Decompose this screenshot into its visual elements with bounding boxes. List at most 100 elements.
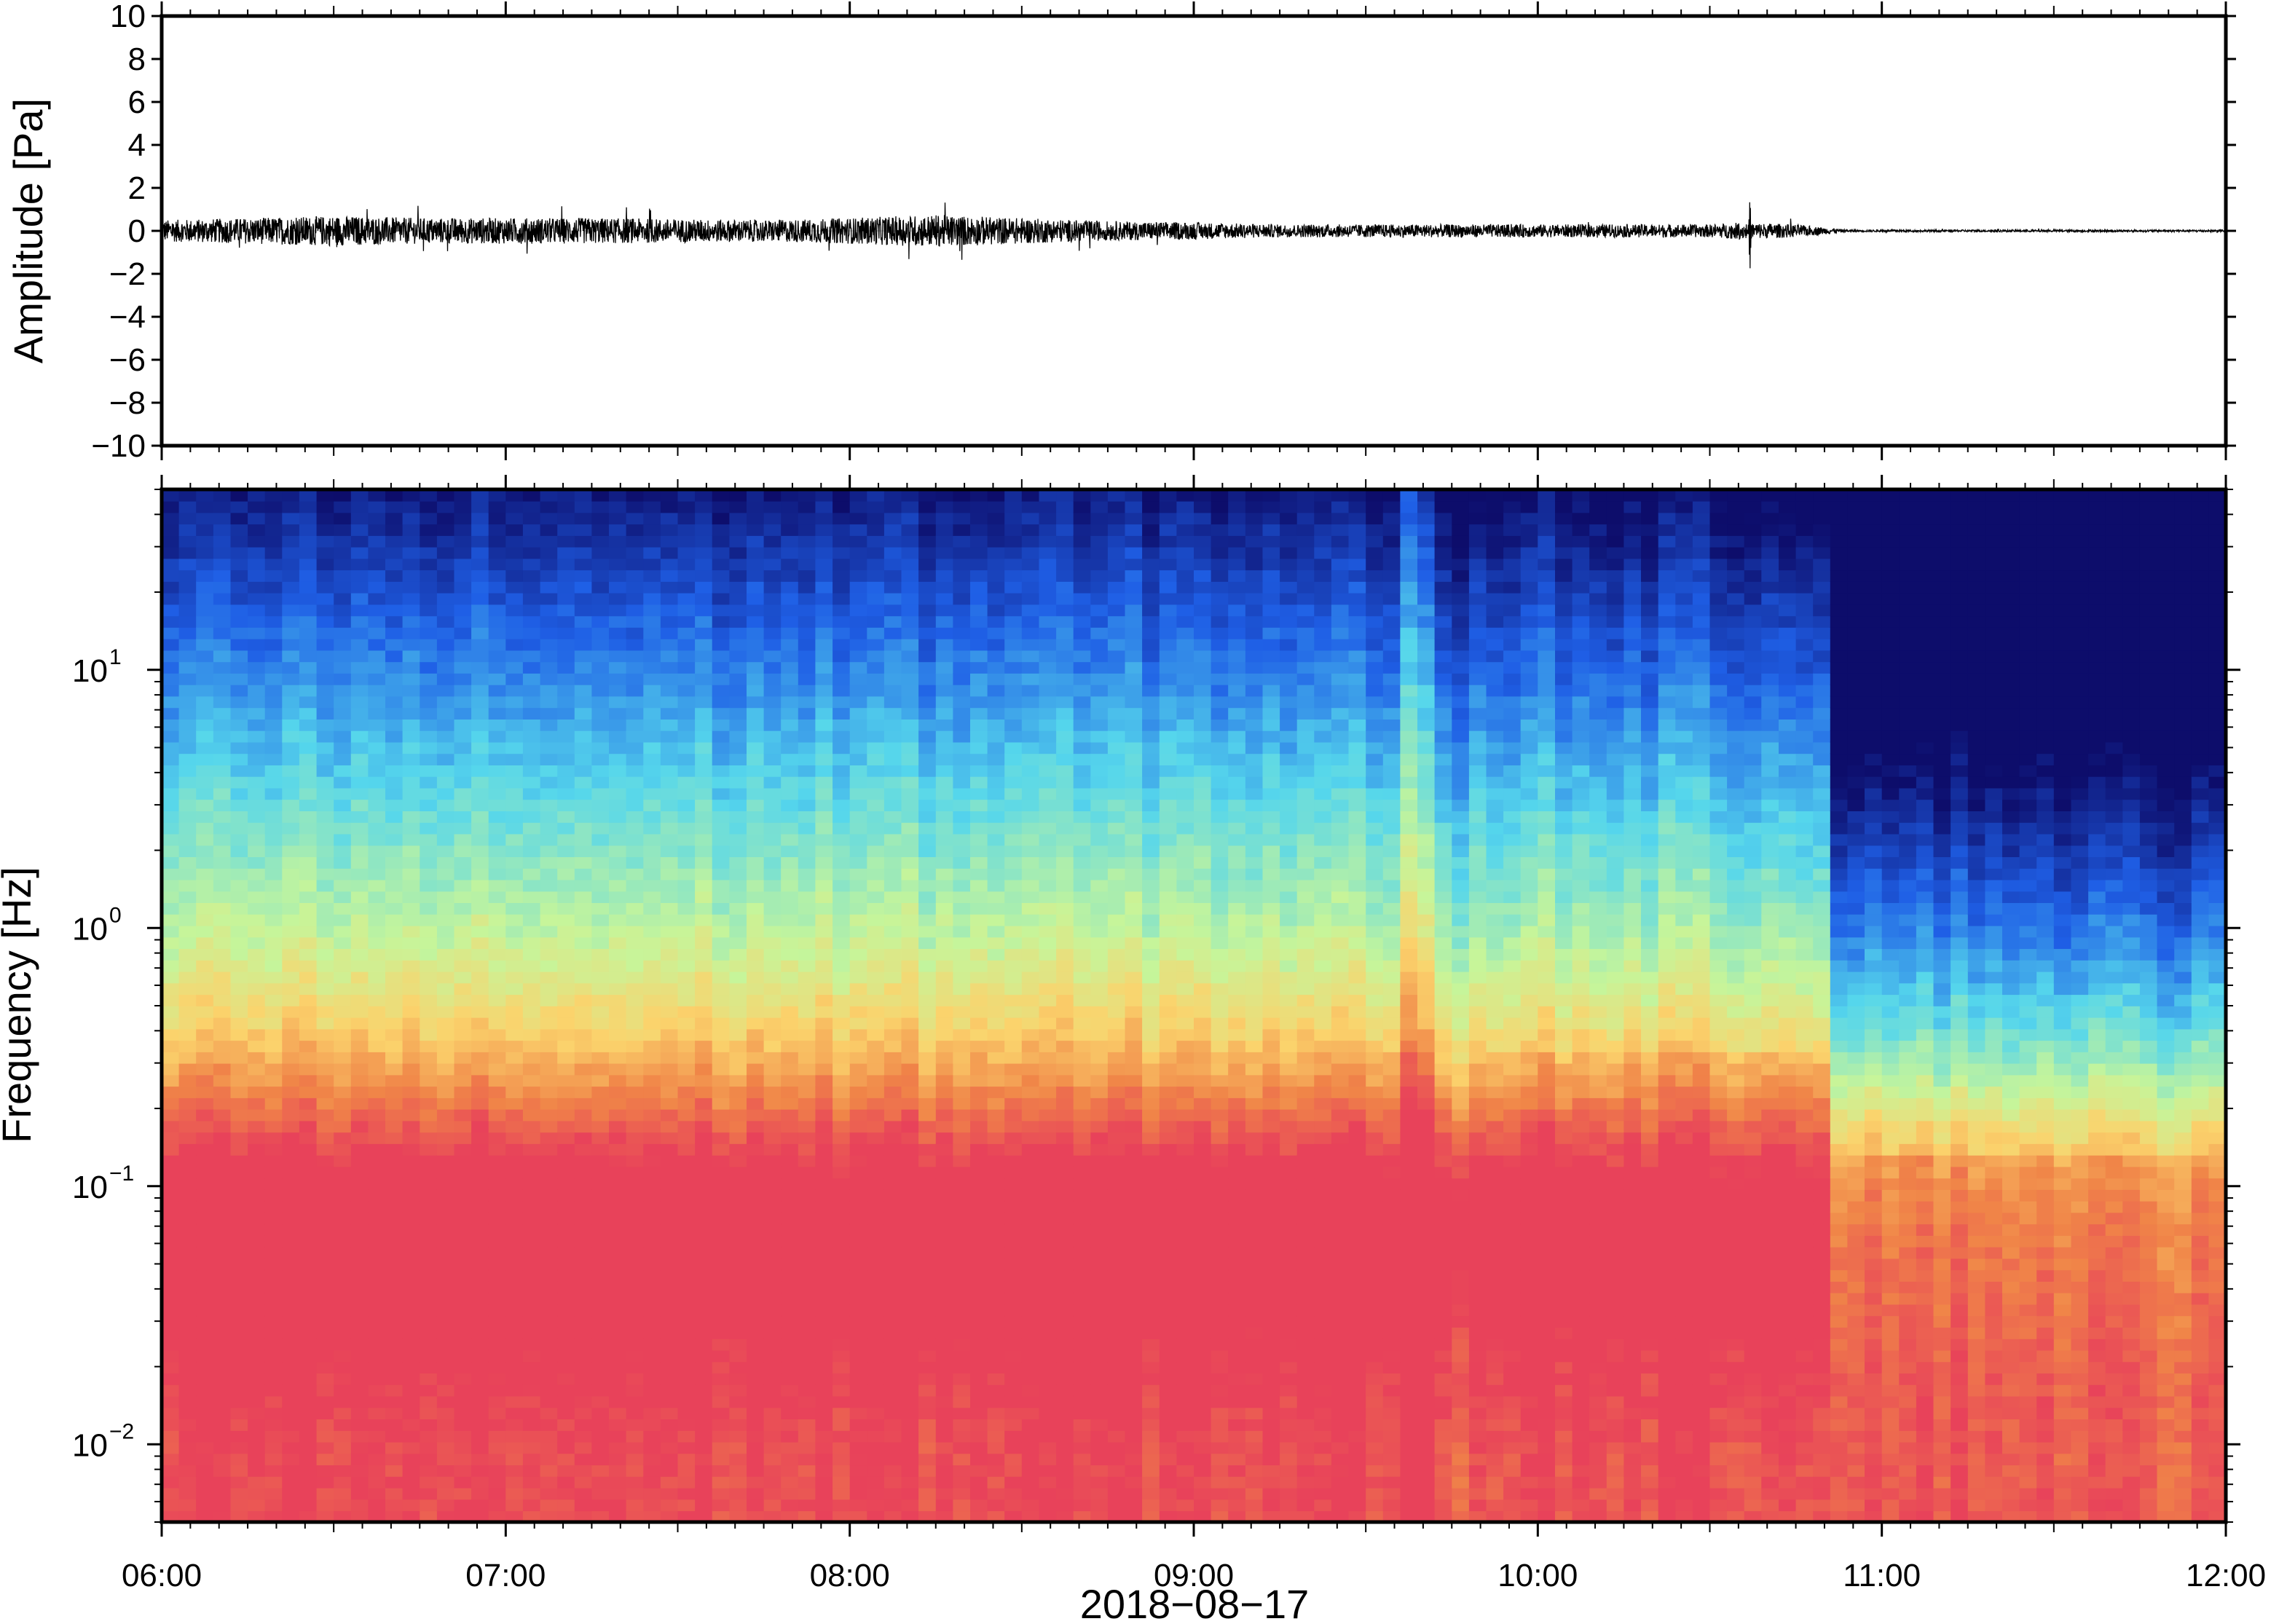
- spectrogram-cell: [385, 1510, 404, 1522]
- spectrogram-cell: [815, 707, 833, 720]
- spectrogram-cell: [385, 1476, 404, 1489]
- spectrogram-cell: [935, 546, 954, 559]
- spectrogram-cell: [849, 489, 868, 502]
- spectrogram-cell: [557, 1349, 575, 1363]
- spectrogram-cell: [677, 1178, 696, 1190]
- spectrogram-cell: [436, 821, 455, 835]
- spectrogram-cell: [454, 719, 472, 731]
- spectrogram-cell: [781, 1166, 799, 1179]
- spectrogram-cell: [471, 558, 489, 571]
- spectrogram-cell: [953, 1074, 971, 1087]
- spectrogram-cell: [1056, 1166, 1074, 1179]
- spectrogram-cell: [471, 535, 489, 548]
- spectrogram-cell: [677, 845, 696, 857]
- spectrogram-cell: [867, 776, 885, 789]
- spectrogram-cell: [729, 1453, 747, 1466]
- spectrogram-cell: [316, 1373, 334, 1385]
- spectrogram-cell: [729, 546, 747, 559]
- spectrogram-cell: [1004, 799, 1023, 811]
- spectrogram-cell: [505, 1120, 524, 1133]
- spectrogram-cell: [747, 960, 765, 972]
- spectrogram-cell: [695, 1361, 713, 1373]
- spectrogram-cell: [883, 1063, 902, 1076]
- spectrogram-cell: [901, 1006, 919, 1018]
- spectrogram-cell: [402, 684, 420, 697]
- spectrogram-cell: [316, 1327, 334, 1339]
- spectrogram-cell: [368, 1246, 386, 1259]
- spectrogram-cell: [747, 535, 765, 548]
- spectrogram-cell: [815, 1063, 833, 1076]
- spectrogram-cell: [299, 719, 318, 731]
- spectrogram-cell: [230, 811, 248, 823]
- spectrogram-cell: [901, 695, 919, 709]
- spectrogram-cell: [660, 1465, 679, 1477]
- spectrogram-cell: [833, 1108, 851, 1122]
- spectrogram-cell: [677, 1074, 696, 1087]
- spectrogram-cell: [798, 638, 816, 651]
- spectrogram-cell: [436, 558, 455, 571]
- spectrogram-cell: [781, 1430, 799, 1443]
- spectrogram-cell: [282, 1487, 300, 1500]
- spectrogram-cell: [833, 1510, 851, 1522]
- spectrogram-cell: [557, 1132, 575, 1144]
- spectrogram-cell: [849, 765, 868, 777]
- spectrogram-cell: [1056, 1063, 1074, 1076]
- spectrogram-cell: [591, 1384, 610, 1397]
- spectrogram-cell: [677, 1166, 696, 1179]
- spectrogram-cell: [935, 1292, 954, 1305]
- spectrogram-cell: [368, 741, 386, 754]
- spectrogram-cell: [935, 753, 954, 765]
- spectrogram-cell: [712, 1154, 731, 1167]
- spectrogram-cell: [264, 730, 283, 743]
- spectrogram-cell: [299, 1017, 318, 1030]
- spectrogram-cell: [540, 1269, 558, 1282]
- spectrogram-cell: [316, 971, 334, 984]
- spectrogram-cell: [833, 753, 851, 765]
- spectrogram-cell: [316, 661, 334, 674]
- spectrogram-cell: [213, 1327, 232, 1339]
- spectrogram-cell: [781, 1315, 799, 1328]
- spectrogram-cell: [282, 1338, 300, 1351]
- spectrogram-cell: [918, 661, 937, 674]
- spectrogram-cell: [454, 776, 472, 789]
- spectrogram-cell: [747, 1292, 765, 1305]
- spectrogram-cell: [849, 1074, 868, 1087]
- spectrogram-cell: [591, 1097, 610, 1110]
- spectrogram-cell: [334, 1349, 352, 1363]
- spectrogram-cell: [833, 1304, 851, 1317]
- spectrogram-cell: [1073, 1132, 1092, 1144]
- spectrogram-cell: [815, 627, 833, 639]
- spectrogram-cell: [591, 1235, 610, 1247]
- spectrogram-cell: [833, 684, 851, 697]
- spectrogram-cell: [935, 627, 954, 639]
- spectrogram-cell: [178, 1154, 197, 1167]
- spectrogram-cell: [420, 1269, 438, 1282]
- spectrogram-cell: [368, 673, 386, 685]
- spectrogram-cell: [350, 948, 369, 961]
- spectrogram-cell: [849, 925, 868, 938]
- spectrogram-cell: [609, 546, 627, 559]
- spectrogram-cell: [883, 787, 902, 800]
- spectrogram-cell: [420, 512, 438, 525]
- spectrogram-cell: [867, 1235, 885, 1247]
- spectrogram-cell: [1056, 615, 1074, 628]
- spectrogram-cell: [454, 1304, 472, 1317]
- spectrogram-cell: [316, 1246, 334, 1259]
- spectrogram-cell: [454, 1395, 472, 1408]
- spectrogram-cell: [368, 811, 386, 823]
- spectrogram-cell: [849, 914, 868, 926]
- spectrogram-cell: [712, 948, 731, 961]
- spectrogram-cell: [815, 1097, 833, 1110]
- spectrogram-cell: [1056, 604, 1074, 617]
- spectrogram-cell: [935, 661, 954, 674]
- spectrogram-cell: [299, 1304, 318, 1317]
- spectrogram-cell: [609, 753, 627, 765]
- spectrogram-cell: [867, 879, 885, 892]
- spectrogram-cell: [1056, 799, 1074, 811]
- spectrogram-cell: [1056, 867, 1074, 880]
- spectrogram-cell: [574, 1006, 593, 1018]
- spectrogram-cell: [230, 1281, 248, 1293]
- spectrogram-cell: [436, 1407, 455, 1419]
- spectrogram-cell: [574, 1063, 593, 1076]
- spectrogram-cell: [213, 1028, 232, 1041]
